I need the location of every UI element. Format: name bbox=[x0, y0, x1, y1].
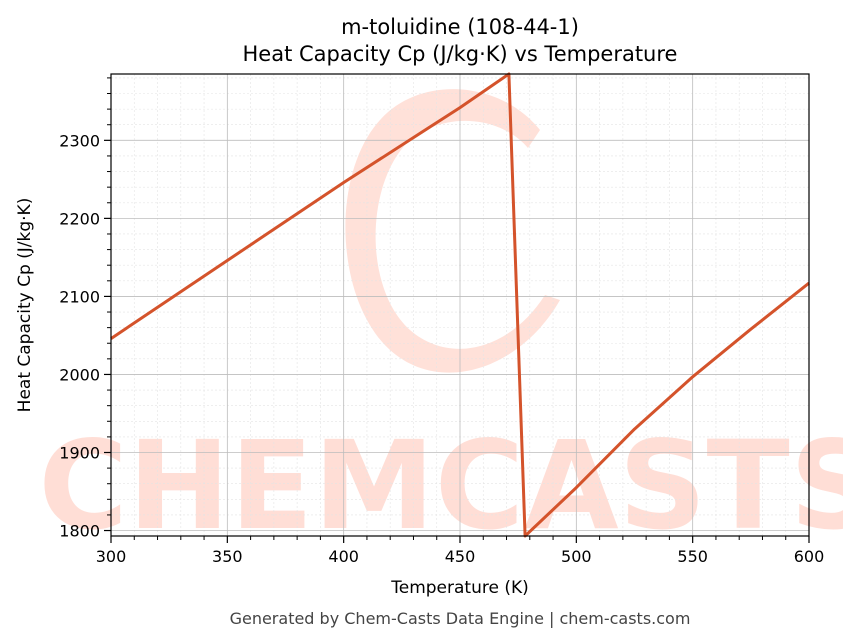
x-tick-label: 600 bbox=[794, 547, 825, 566]
x-axis-label: Temperature (K) bbox=[390, 578, 529, 598]
watermark-logo: CHEMCASTS bbox=[38, 89, 843, 557]
y-tick-label: 1800 bbox=[59, 522, 100, 541]
y-tick-label: 2000 bbox=[59, 365, 100, 384]
chart-subtitle: Heat Capacity Cp (J/kg·K) vs Temperature bbox=[243, 42, 678, 66]
x-axis: 300 350 400 450 500 550 600 bbox=[96, 536, 825, 566]
y-tick-label: 1900 bbox=[59, 443, 100, 462]
y-axis-label: Heat Capacity Cp (J/kg·K) bbox=[15, 198, 35, 413]
x-tick-label: 550 bbox=[677, 547, 708, 566]
chart-title: m-toluidine (108-44-1) bbox=[341, 15, 579, 39]
y-axis: 1800 1900 2000 2100 2200 2300 bbox=[59, 77, 111, 541]
y-tick-label: 2200 bbox=[59, 209, 100, 228]
plot-area: CHEMCASTS bbox=[38, 72, 843, 557]
x-tick-label: 450 bbox=[445, 547, 476, 566]
x-tick-label: 300 bbox=[96, 547, 127, 566]
footer-credit: Generated by Chem-Casts Data Engine | ch… bbox=[230, 609, 691, 628]
x-tick-label: 350 bbox=[212, 547, 243, 566]
x-tick-label: 500 bbox=[561, 547, 592, 566]
x-tick-label: 400 bbox=[328, 547, 359, 566]
y-tick-label: 2100 bbox=[59, 287, 100, 306]
y-tick-label: 2300 bbox=[59, 131, 100, 150]
watermark-text: CHEMCASTS bbox=[38, 415, 843, 557]
